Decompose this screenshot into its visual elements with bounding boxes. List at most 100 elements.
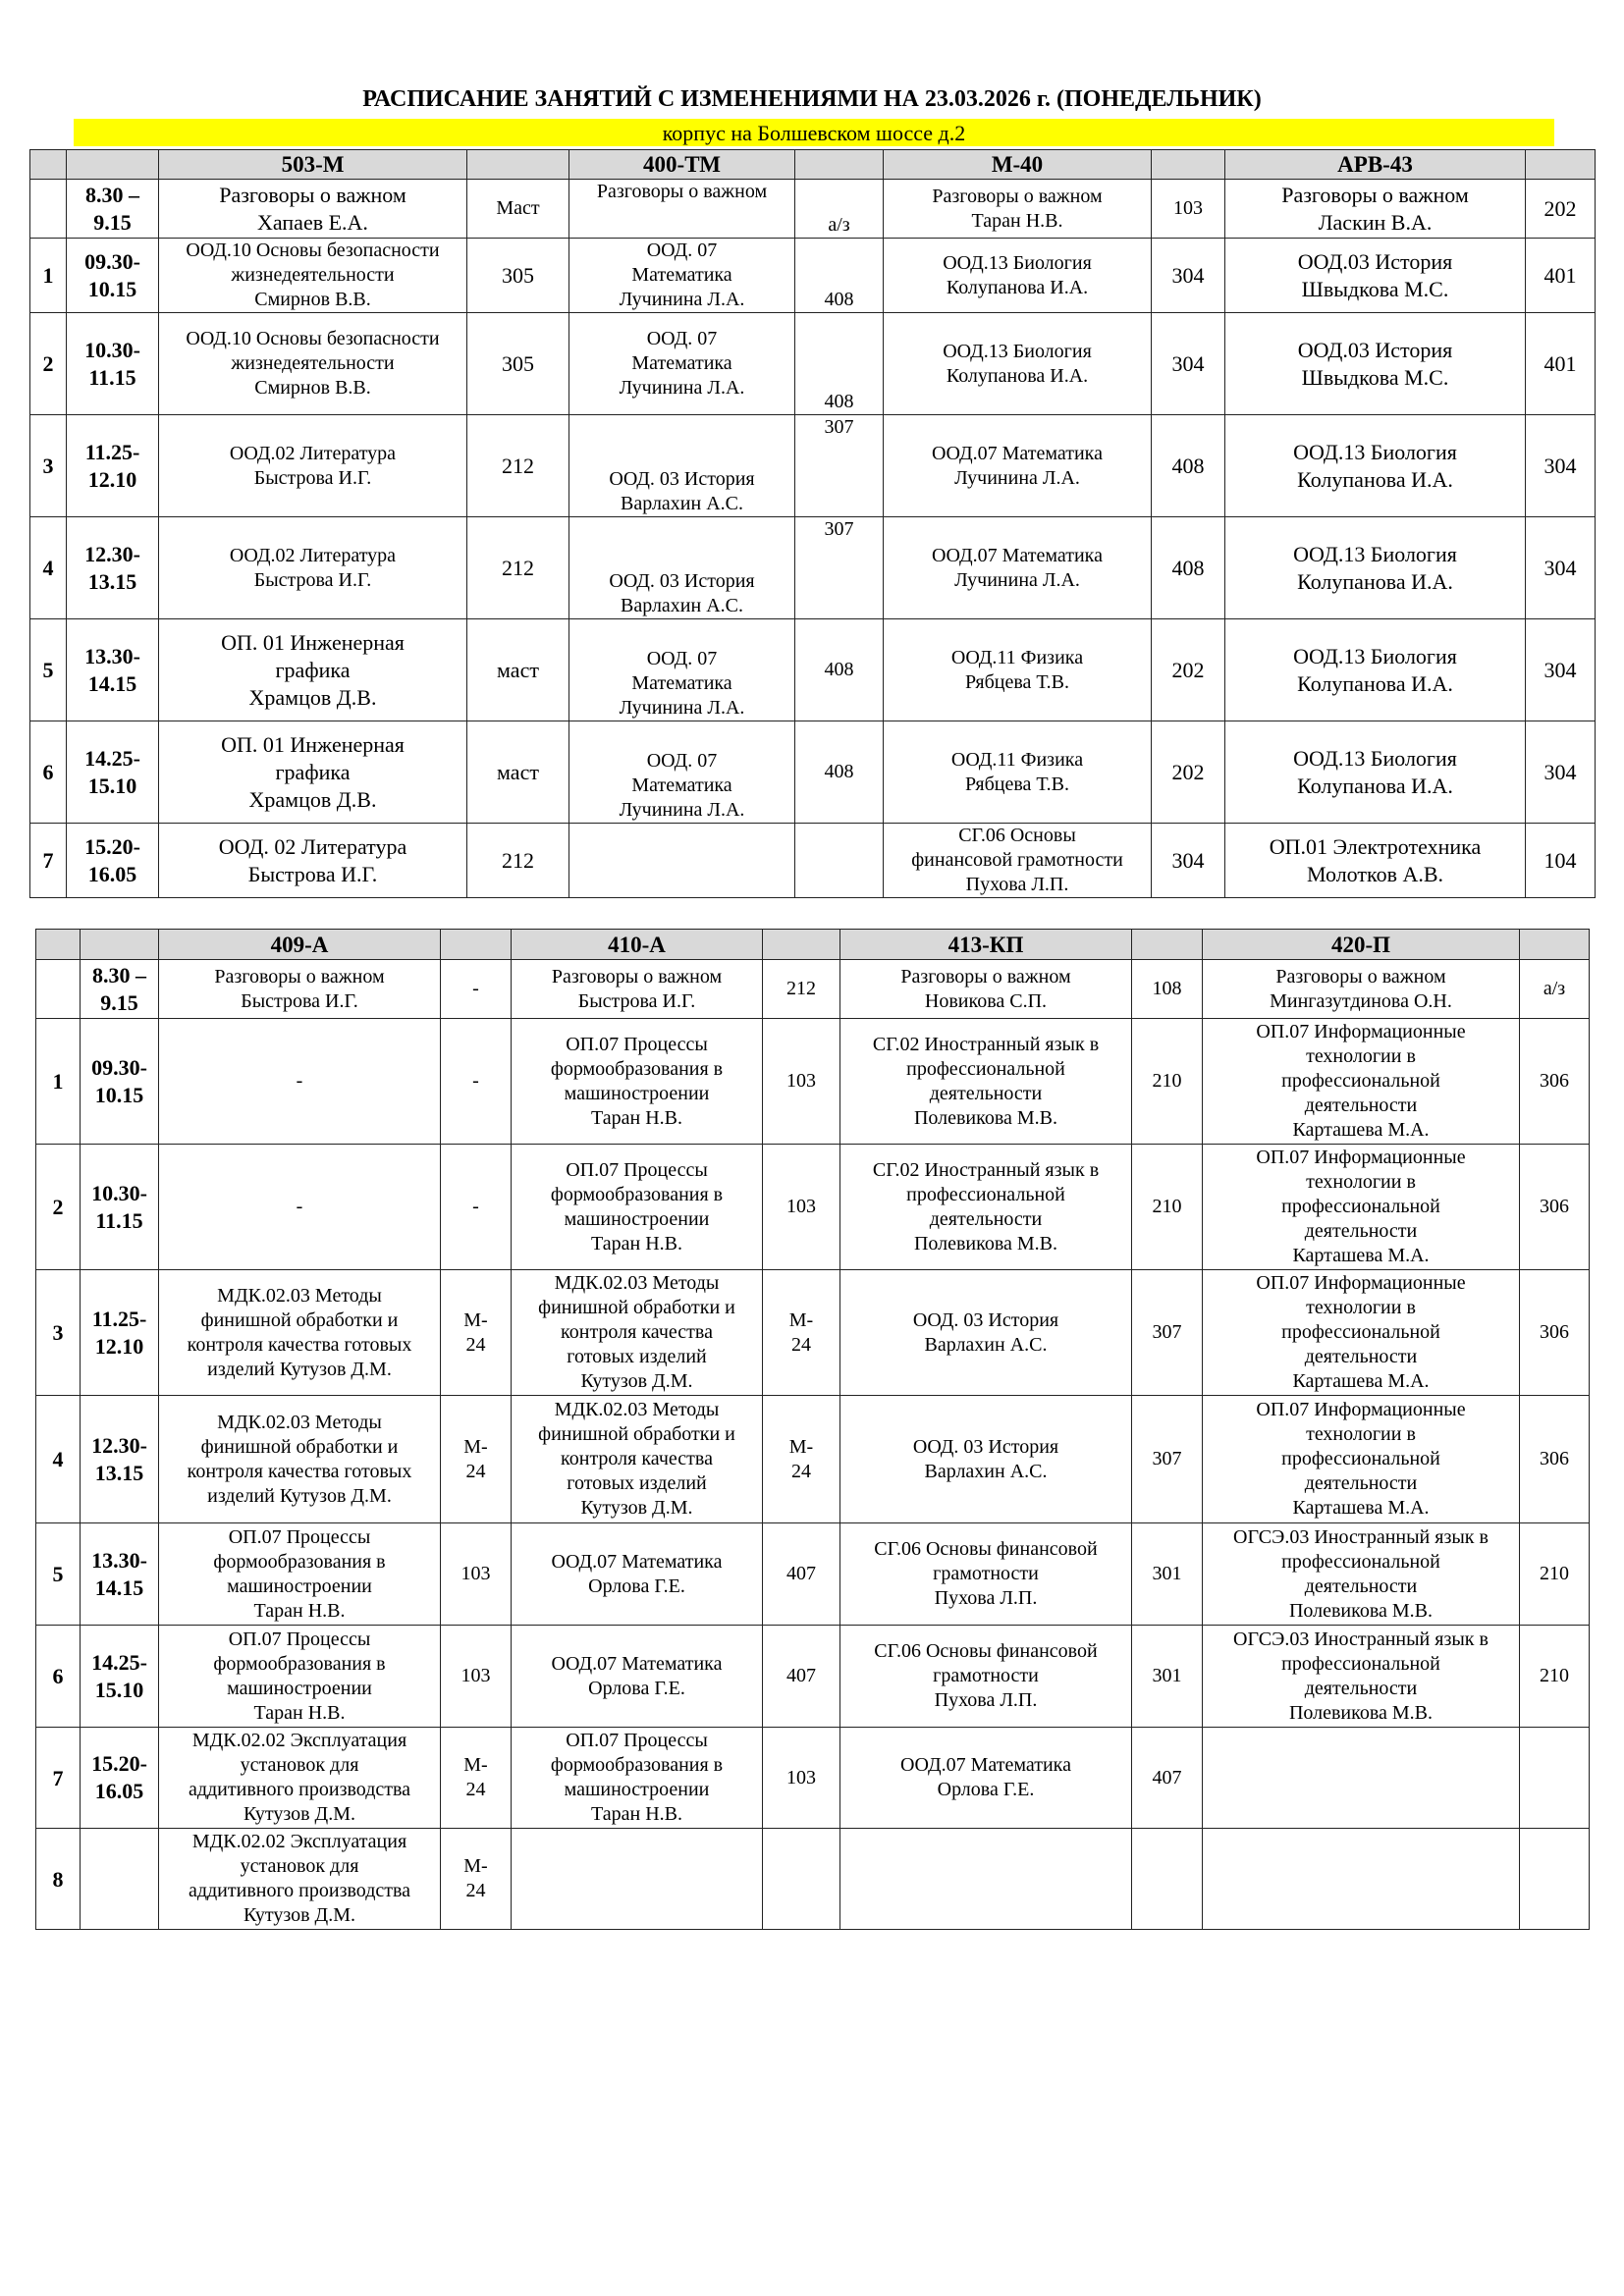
subject-cell: Разговоры о важном Быстрова И.Г. bbox=[158, 959, 441, 1019]
room-cell: - bbox=[440, 1144, 512, 1270]
room-header-cell bbox=[440, 929, 512, 960]
subject-cell: ООД.07 Математика Орлова Г.Е. bbox=[839, 1727, 1132, 1829]
lesson-number bbox=[29, 179, 67, 239]
subject-cell: ООД. 03 История Варлахин А.С. bbox=[839, 1269, 1132, 1396]
table-row: 1 09.30- 10.15 ООД.10 Основы безопасности … bbox=[29, 238, 1596, 313]
room-cell: 305 bbox=[466, 312, 569, 415]
room-cell: 305 bbox=[466, 238, 569, 313]
room-cell: 408 bbox=[1151, 414, 1225, 517]
subject-cell: ООД. 07 Математика Лучинина Л.А. bbox=[568, 618, 795, 721]
room-cell: 212 bbox=[466, 823, 569, 898]
subject-cell: ООД. 03 История Варлахин А.С. bbox=[839, 1395, 1132, 1523]
header-num-cell bbox=[29, 149, 67, 180]
room-cell: 202 bbox=[1525, 179, 1596, 239]
group-header: 503-М bbox=[158, 149, 467, 180]
subject-cell: ООД.02 Литература Быстрова И.Г. bbox=[158, 414, 467, 517]
lesson-time: 09.30- 10.15 bbox=[80, 1018, 159, 1145]
table-row: 7 15.20- 16.05 МДК.02.02 Эксплуатация уста… bbox=[35, 1727, 1590, 1829]
room-header-cell bbox=[1525, 149, 1596, 180]
subject-cell: - bbox=[158, 1018, 441, 1145]
lesson-time: 8.30 – 9.15 bbox=[66, 179, 159, 239]
room-cell: М- 24 bbox=[762, 1269, 840, 1396]
table-row: 4 12.30- 13.15 ООД.02 Литература Быстрова … bbox=[29, 516, 1596, 619]
room-cell: 307 bbox=[794, 516, 884, 619]
room-cell: 407 bbox=[762, 1625, 840, 1728]
subject-cell: ОП.07 Процессы формообразования в машино… bbox=[511, 1727, 763, 1829]
group-header: 420-П bbox=[1202, 929, 1520, 960]
lesson-number: 4 bbox=[35, 1395, 81, 1523]
subject-cell: МДК.02.03 Методы финишной обработки и ко… bbox=[511, 1395, 763, 1523]
room-cell: 304 bbox=[1525, 618, 1596, 721]
lesson-number: 6 bbox=[35, 1625, 81, 1728]
lesson-number: 2 bbox=[29, 312, 67, 415]
room-header-cell bbox=[794, 149, 884, 180]
room-cell: 407 bbox=[762, 1522, 840, 1626]
table-row: 5 13.30- 14.15 ОП.07 Процессы формообразов… bbox=[35, 1522, 1590, 1626]
subject-cell: ООД.03 История Швыдкова М.С. bbox=[1224, 312, 1526, 415]
room-cell: М- 24 bbox=[440, 1727, 512, 1829]
room-header-cell bbox=[1519, 929, 1590, 960]
lesson-time: 09.30- 10.15 bbox=[66, 238, 159, 313]
room-cell: 301 bbox=[1131, 1625, 1203, 1728]
room-cell: 103 bbox=[762, 1727, 840, 1829]
subject-cell: Разговоры о важном bbox=[568, 179, 795, 239]
subject-cell: ООД. 02 Литература Быстрова И.Г. bbox=[158, 823, 467, 898]
lesson-number: 3 bbox=[29, 414, 67, 517]
room-cell: 212 bbox=[466, 516, 569, 619]
subject-cell: ООД.13 Биология Колупанова И.А. bbox=[883, 238, 1152, 313]
table-row: 6 14.25- 15.10 ОП.07 Процессы формообразов… bbox=[35, 1625, 1590, 1728]
subject-cell bbox=[511, 1828, 763, 1930]
subject-cell: ООД. 07 Математика Лучинина Л.А. bbox=[568, 721, 795, 824]
room-cell: 307 bbox=[794, 414, 884, 517]
room-header-cell bbox=[1151, 149, 1225, 180]
lesson-number: 1 bbox=[35, 1018, 81, 1145]
subject-cell: ООД.13 Биология Колупанова И.А. bbox=[883, 312, 1152, 415]
room-cell: 408 bbox=[794, 238, 884, 313]
subject-cell: ООД.11 Физика Рябцева Т.В. bbox=[883, 721, 1152, 824]
schedule-table-1: 503-М 400-ТМ М-40 АРВ-43 8.30 – 9.15 Разговор… bbox=[29, 149, 1596, 898]
room-cell: М- 24 bbox=[440, 1828, 512, 1930]
subject-cell: ООД.13 Биология Колупанова И.А. bbox=[1224, 516, 1526, 619]
group-header: 409-А bbox=[158, 929, 441, 960]
lesson-number: 2 bbox=[35, 1144, 81, 1270]
subject-cell: Разговоры о важном Быстрова И.Г. bbox=[511, 959, 763, 1019]
lesson-time: 12.30- 13.15 bbox=[80, 1395, 159, 1523]
subject-cell: ООД.02 Литература Быстрова И.Г. bbox=[158, 516, 467, 619]
subject-cell: ОГСЭ.03 Иностранный язык в профессиональ… bbox=[1202, 1522, 1520, 1626]
lesson-number: 1 bbox=[29, 238, 67, 313]
subject-cell: ОП.07 Процессы формообразования в машино… bbox=[511, 1144, 763, 1270]
room-cell: 408 bbox=[1151, 516, 1225, 619]
lesson-number: 4 bbox=[29, 516, 67, 619]
subject-cell: Разговоры о важном Ласкин В.А. bbox=[1224, 179, 1526, 239]
subject-cell: ООД.07 Математика Лучинина Л.А. bbox=[883, 516, 1152, 619]
lesson-number: 6 bbox=[29, 721, 67, 824]
subject-cell: ООД.10 Основы безопасности жизнедеятельн… bbox=[158, 312, 467, 415]
room-cell: 103 bbox=[762, 1144, 840, 1270]
subject-cell: СГ.06 Основы финансовой грамотности Пухо… bbox=[839, 1625, 1132, 1728]
subject-cell: ООД.13 Биология Колупанова И.А. bbox=[1224, 721, 1526, 824]
room-cell: 306 bbox=[1519, 1269, 1590, 1396]
page-title: РАСПИСАНИЕ ЗАНЯТИЙ С ИЗМЕНЕНИЯМИ НА 23.0… bbox=[362, 86, 1262, 112]
subject-cell: ОП.01 Электротехника Молотков А.В. bbox=[1224, 823, 1526, 898]
subject-cell: ОП.07 Процессы формообразования в машино… bbox=[511, 1018, 763, 1145]
room-cell: 212 bbox=[762, 959, 840, 1019]
subject-cell: ООД.07 Математика Орлова Г.Е. bbox=[511, 1522, 763, 1626]
subject-cell: ОП.07 Информационные технологии в профес… bbox=[1202, 1395, 1520, 1523]
table-row: 5 13.30- 14.15 ОП. 01 Инженерная графика Х… bbox=[29, 618, 1596, 721]
subject-cell: Разговоры о важном Новикова С.П. bbox=[839, 959, 1132, 1019]
lesson-number: 5 bbox=[35, 1522, 81, 1626]
room-cell: 304 bbox=[1151, 312, 1225, 415]
group-header: 413-КП bbox=[839, 929, 1132, 960]
lesson-number: 3 bbox=[35, 1269, 81, 1396]
room-cell: маст bbox=[466, 721, 569, 824]
room-cell: 210 bbox=[1131, 1018, 1203, 1145]
subject-cell: ООД.11 Физика Рябцева Т.В. bbox=[883, 618, 1152, 721]
room-cell: 408 bbox=[794, 618, 884, 721]
room-cell: 304 bbox=[1151, 238, 1225, 313]
room-cell: 103 bbox=[762, 1018, 840, 1145]
subject-cell: ООД.03 История Швыдкова М.С. bbox=[1224, 238, 1526, 313]
lesson-time bbox=[80, 1828, 159, 1930]
group-header: 400-ТМ bbox=[568, 149, 795, 180]
room-cell: 304 bbox=[1525, 414, 1596, 517]
subject-cell: Разговоры о важном Мингазутдинова О.Н. bbox=[1202, 959, 1520, 1019]
